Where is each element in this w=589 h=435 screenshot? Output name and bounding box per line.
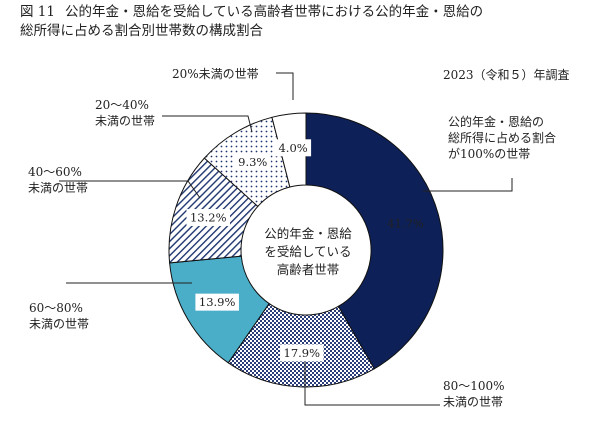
title-line-1: 図 11 公的年金・恩給を受給している高齢者世帯における公的年金・恩給の (20, 3, 580, 22)
value-label-text-0: 41.7% (387, 216, 424, 230)
value-label-box-4 (234, 153, 271, 171)
slice-label-4: 20～40%未満の世帯 (95, 98, 155, 128)
slice-label-5: 20%未満の世帯 (172, 67, 259, 81)
title-line-2: 総所得に占める割合別世帯数の構成割合 (20, 22, 580, 41)
leader-line-3 (59, 180, 201, 199)
figure-number: 図 11 (20, 4, 55, 20)
leader-line-group (59, 72, 513, 406)
leader-line-0 (423, 178, 513, 192)
value-label-0: 41.7% (387, 216, 424, 230)
leader-line-1 (304, 352, 440, 406)
title-text-1: 公的年金・恩給を受給している高齢者世帯における公的年金・恩給の (64, 4, 484, 20)
value-label-4: 9.3% (234, 153, 271, 171)
value-label-5: 4.0% (275, 139, 312, 157)
chart-title: 図 11 公的年金・恩給を受給している高齢者世帯における公的年金・恩給の 総所得に… (20, 3, 580, 41)
leader-line-4 (162, 115, 253, 133)
value-label-box-5 (275, 139, 312, 157)
value-label-text-1: 17.9% (284, 346, 321, 360)
center-label-text: 公的年金・恩給を受給している高齢者世帯 (264, 226, 352, 277)
center-label: 公的年金・恩給を受給している高齢者世帯 (264, 226, 352, 277)
value-label-box-3 (186, 209, 230, 227)
value-label-3: 13.2% (186, 209, 230, 227)
value-label-text-2: 13.9% (199, 295, 236, 309)
slice-label-1: 80～100%未満の世帯 (443, 379, 505, 409)
survey-note: 2023（令和５）年調査 (443, 68, 570, 82)
slice-label-group: 公的年金・恩給の総所得に占める割合が100%の世帯 80～100%未満の世帯 60～… (28, 67, 556, 409)
leader-line-5 (276, 72, 294, 100)
value-label-group: 41.7% 17.9% 13.9% 13.2% 9.3% 4.0% (186, 139, 424, 362)
value-label-text-3: 13.2% (190, 211, 227, 225)
title-text-2: 総所得に占める割合別世帯数の構成割合 (20, 23, 263, 39)
value-label-box-1 (280, 344, 324, 362)
slice-label-0: 公的年金・恩給の総所得に占める割合が100%の世帯 (448, 114, 556, 161)
value-label-text-4: 9.3% (238, 155, 267, 169)
slice-label-3: 40～60%未満の世帯 (28, 165, 88, 195)
donut-slice-0 (305, 112, 444, 370)
value-label-box-2 (195, 293, 239, 311)
value-label-1: 17.9% (280, 344, 324, 362)
value-label-text-5: 4.0% (278, 141, 307, 155)
value-label-2: 13.9% (195, 293, 239, 311)
slice-label-2: 60～80%未満の世帯 (29, 301, 89, 331)
